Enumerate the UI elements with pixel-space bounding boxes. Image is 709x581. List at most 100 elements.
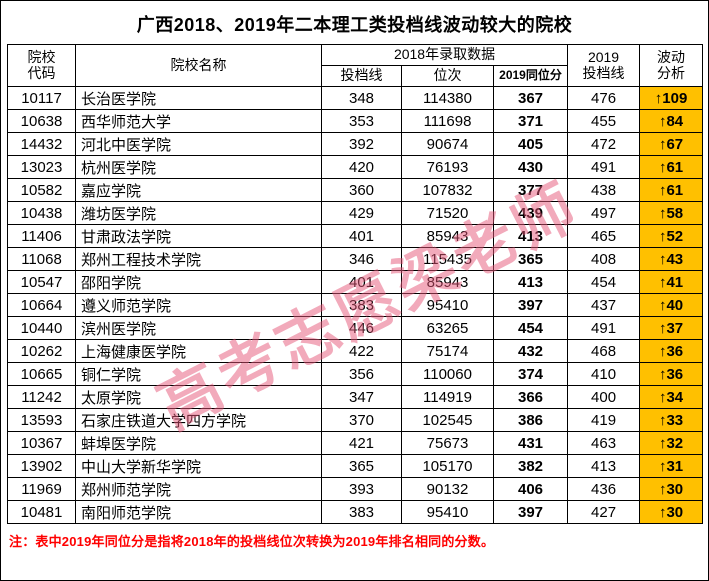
cell-school-name: 潍坊医学院: [75, 201, 322, 225]
table-row: 10582 嘉应学院 360 107832 377 438 ↑61: [7, 178, 704, 202]
cell-school-code: 14432: [7, 132, 76, 156]
cell-2019-equiv: 405: [492, 132, 569, 156]
cell-school-code: 10481: [7, 500, 76, 524]
header-2019-equiv: 2019同位分: [492, 65, 569, 87]
cell-2019-line: 437: [567, 293, 641, 317]
cell-2019-line: 455: [567, 109, 641, 133]
cell-school-code: 10438: [7, 201, 76, 225]
cell-school-code: 11406: [7, 224, 76, 248]
table-row: 14432 河北中医学院 392 90674 405 472 ↑67: [7, 132, 704, 156]
cell-2018-rank: 102545: [401, 408, 494, 432]
cell-2019-line: 436: [567, 477, 641, 501]
cell-2019-equiv: 367: [492, 86, 569, 110]
cell-2018-rank: 107832: [401, 178, 494, 202]
cell-fluctuation: ↑52: [639, 224, 704, 248]
cell-2018-rank: 111698: [401, 109, 494, 133]
cell-school-name: 郑州工程技术学院: [75, 247, 322, 271]
cell-2018-rank: 90132: [401, 477, 494, 501]
cell-2019-equiv: 431: [492, 431, 569, 455]
cell-2019-line: 468: [567, 339, 641, 363]
score-table: 院校 代码 院校名称 2018年录取数据 2019 投档线 波动 分析 投档线 …: [7, 44, 704, 524]
header-school-code: 院校 代码: [7, 44, 76, 87]
cell-2018-rank: 90674: [401, 132, 494, 156]
cell-fluctuation: ↑36: [639, 339, 704, 363]
cell-2018-rank: 63265: [401, 316, 494, 340]
cell-school-code: 10664: [7, 293, 76, 317]
cell-2018-rank: 95410: [401, 500, 494, 524]
cell-2018-line: 429: [321, 201, 402, 225]
table-row: 11068 郑州工程技术学院 346 115435 365 408 ↑43: [7, 247, 704, 271]
table-row: 13902 中山大学新华学院 365 105170 382 413 ↑31: [7, 454, 704, 478]
cell-2019-equiv: 377: [492, 178, 569, 202]
cell-fluctuation: ↑33: [639, 408, 704, 432]
cell-2019-equiv: 382: [492, 454, 569, 478]
table-row: 11406 甘肃政法学院 401 85943 413 465 ↑52: [7, 224, 704, 248]
cell-fluctuation: ↑34: [639, 385, 704, 409]
table-row: 10440 滨州医学院 446 63265 454 491 ↑37: [7, 316, 704, 340]
cell-school-name: 西华师范大学: [75, 109, 322, 133]
cell-fluctuation: ↑30: [639, 500, 704, 524]
table-row: 11242 太原学院 347 114919 366 400 ↑34: [7, 385, 704, 409]
cell-school-code: 13902: [7, 454, 76, 478]
footnote: 注：表中2019年同位分是指将2018年的投档线位次转换为2019年排名相同的分…: [9, 534, 495, 549]
cell-2018-line: 353: [321, 109, 402, 133]
cell-2018-line: 421: [321, 431, 402, 455]
table-row: 13593 石家庄铁道大学四方学院 370 102545 386 419 ↑33: [7, 408, 704, 432]
cell-2019-line: 438: [567, 178, 641, 202]
cell-2018-line: 347: [321, 385, 402, 409]
cell-fluctuation: ↑61: [639, 155, 704, 179]
cell-2019-equiv: 406: [492, 477, 569, 501]
table-row: 10438 潍坊医学院 429 71520 439 497 ↑58: [7, 201, 704, 225]
cell-2018-rank: 105170: [401, 454, 494, 478]
header-school-name: 院校名称: [75, 44, 322, 87]
table-row: 10367 蚌埠医学院 421 75673 431 463 ↑32: [7, 431, 704, 455]
page-title: 广西2018、2019年二本理工类投档线波动较大的院校: [136, 15, 573, 35]
cell-school-name: 石家庄铁道大学四方学院: [75, 408, 322, 432]
table-header: 院校 代码 院校名称 2018年录取数据 2019 投档线 波动 分析 投档线 …: [7, 44, 704, 87]
cell-school-name: 长治医学院: [75, 86, 322, 110]
cell-fluctuation: ↑43: [639, 247, 704, 271]
table-row: 10117 长治医学院 348 114380 367 476 ↑109: [7, 86, 704, 110]
cell-2019-line: 476: [567, 86, 641, 110]
cell-fluctuation: ↑32: [639, 431, 704, 455]
cell-school-name: 嘉应学院: [75, 178, 322, 202]
cell-2018-line: 422: [321, 339, 402, 363]
cell-fluctuation: ↑58: [639, 201, 704, 225]
cell-2019-equiv: 374: [492, 362, 569, 386]
cell-2019-line: 454: [567, 270, 641, 294]
cell-2018-line: 420: [321, 155, 402, 179]
table-row: 10262 上海健康医学院 422 75174 432 468 ↑36: [7, 339, 704, 363]
table-row: 10638 西华师范大学 353 111698 371 455 ↑84: [7, 109, 704, 133]
cell-2018-rank: 76193: [401, 155, 494, 179]
cell-2019-equiv: 371: [492, 109, 569, 133]
cell-fluctuation: ↑61: [639, 178, 704, 202]
cell-2019-line: 400: [567, 385, 641, 409]
cell-2018-line: 401: [321, 224, 402, 248]
cell-school-code: 13023: [7, 155, 76, 179]
cell-fluctuation: ↑84: [639, 109, 704, 133]
header-2018-group: 2018年录取数据: [320, 44, 569, 66]
header-row-1: 院校 代码 院校名称 2018年录取数据 2019 投档线 波动 分析: [7, 44, 704, 87]
cell-2018-rank: 95410: [401, 293, 494, 317]
cell-school-name: 遵义师范学院: [75, 293, 322, 317]
cell-2018-line: 393: [321, 477, 402, 501]
cell-2019-equiv: 397: [492, 293, 569, 317]
cell-2019-line: 408: [567, 247, 641, 271]
cell-2019-line: 491: [567, 316, 641, 340]
cell-2019-line: 491: [567, 155, 641, 179]
cell-school-name: 铜仁学院: [75, 362, 322, 386]
cell-2018-rank: 114380: [401, 86, 494, 110]
cell-school-code: 10262: [7, 339, 76, 363]
cell-2018-rank: 115435: [401, 247, 494, 271]
table-row: 13023 杭州医学院 420 76193 430 491 ↑61: [7, 155, 704, 179]
cell-fluctuation: ↑109: [639, 86, 704, 110]
cell-2018-line: 370: [321, 408, 402, 432]
cell-2019-equiv: 366: [492, 385, 569, 409]
cell-2018-rank: 75174: [401, 339, 494, 363]
cell-fluctuation: ↑67: [639, 132, 704, 156]
cell-fluctuation: ↑41: [639, 270, 704, 294]
cell-fluctuation: ↑40: [639, 293, 704, 317]
cell-fluctuation: ↑30: [639, 477, 704, 501]
table-row: 10547 邵阳学院 401 85943 413 454 ↑41: [7, 270, 704, 294]
